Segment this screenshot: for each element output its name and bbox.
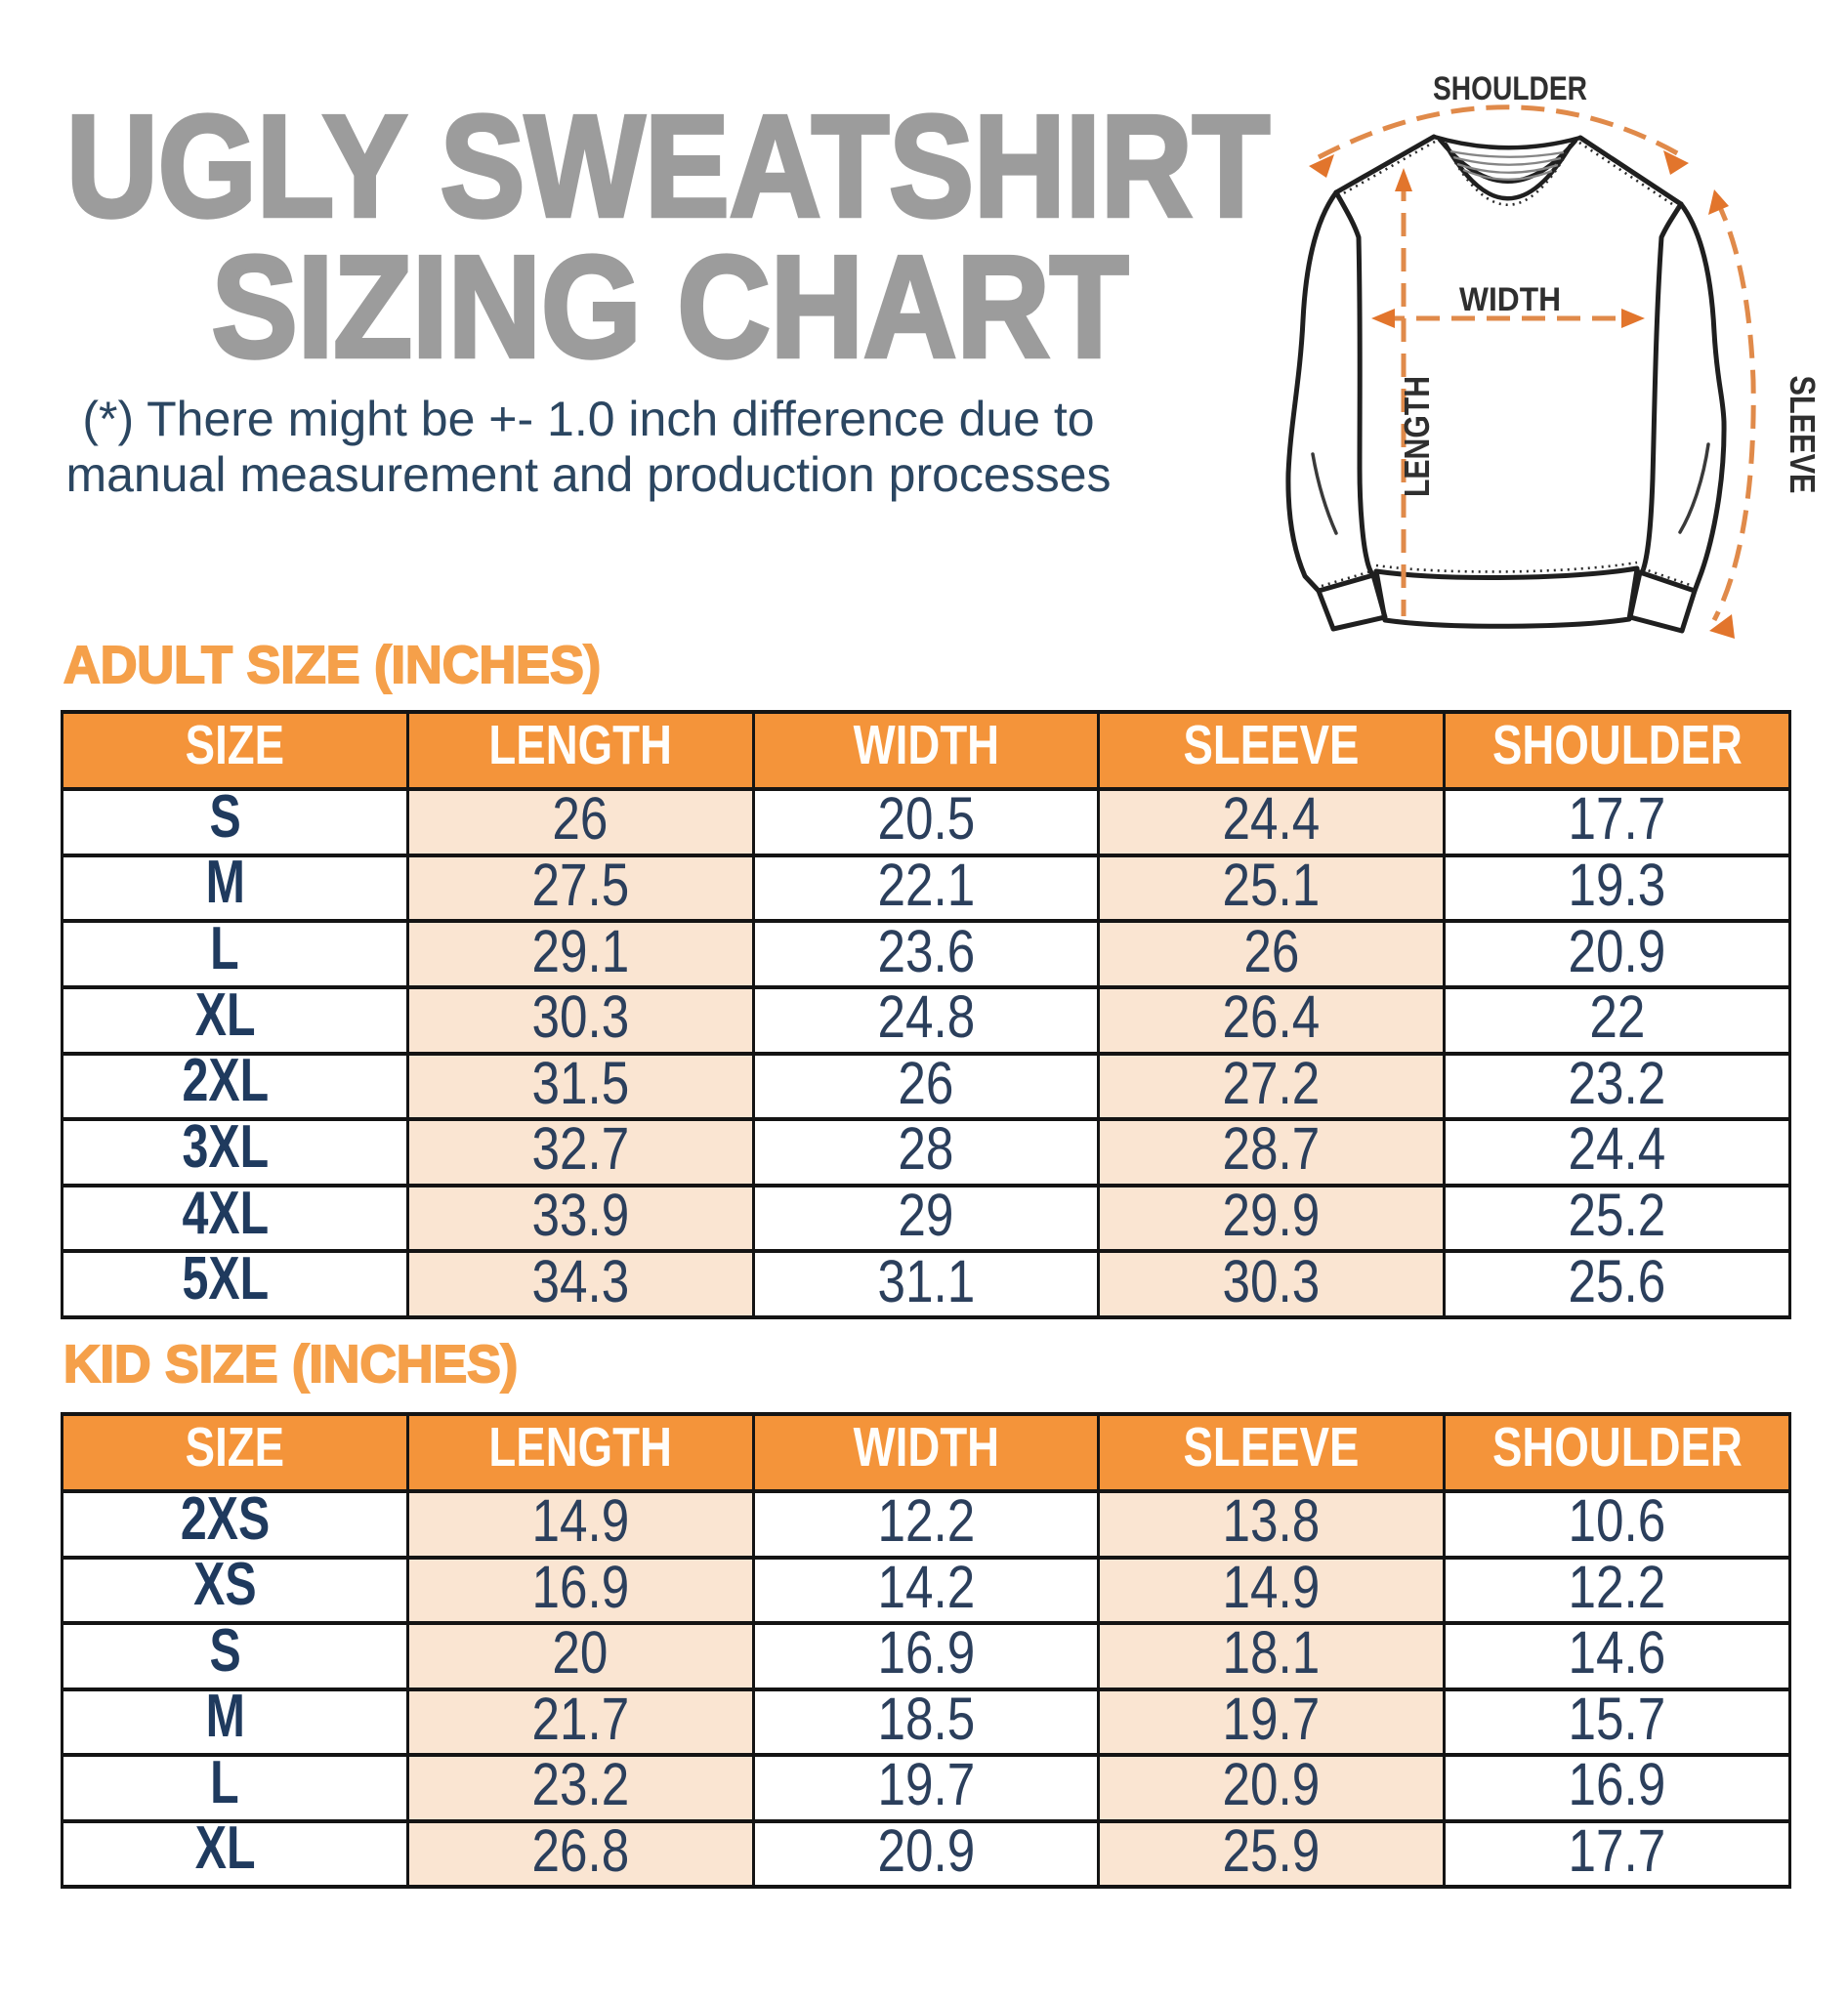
svg-text:SHOULDER: SHOULDER [1433, 70, 1587, 107]
svg-text:LENGTH: LENGTH [1397, 376, 1437, 497]
svg-text:WIDTH: WIDTH [1459, 281, 1561, 318]
svg-text:SLEEVE: SLEEVE [1783, 376, 1823, 494]
